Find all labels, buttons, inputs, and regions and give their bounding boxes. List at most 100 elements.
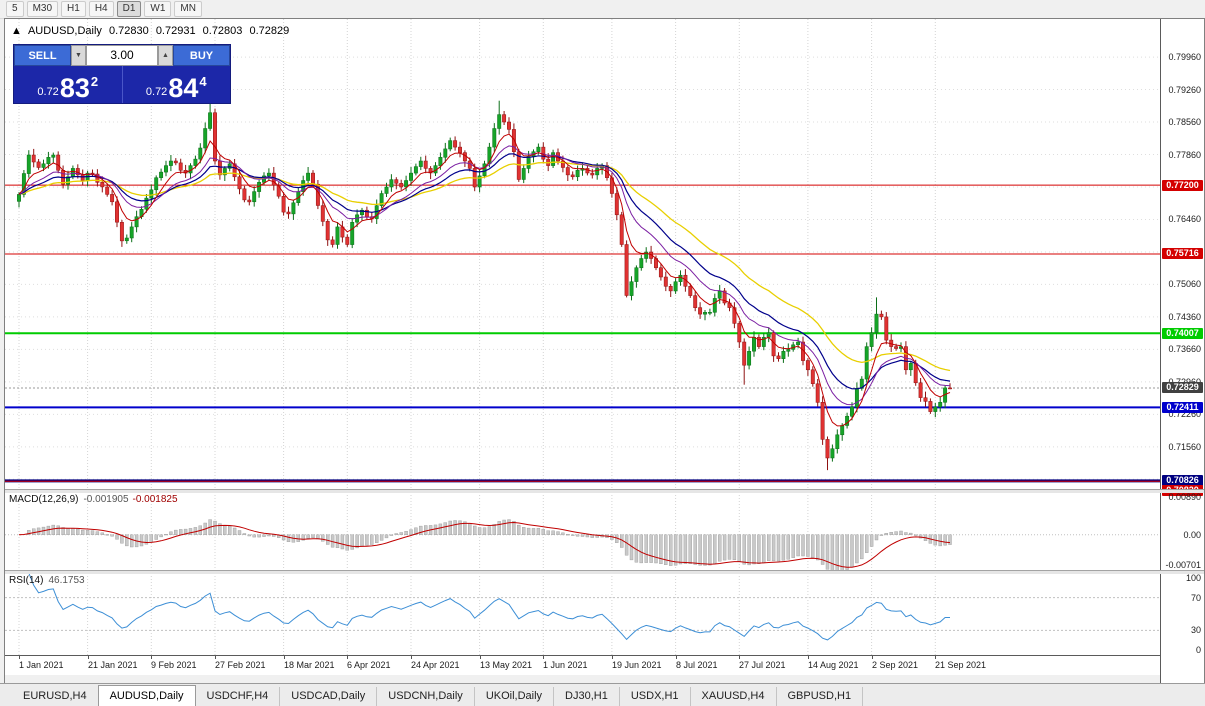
macd-indicator-label: MACD(12,26,9) -0.001905 -0.001825 xyxy=(9,494,178,505)
date-axis-label: 8 Jul 2021 xyxy=(676,660,718,670)
chart-tab-usdx[interactable]: USDX,H1 xyxy=(620,687,691,706)
rsi-pane[interactable]: RSI(14) 46.1753 xyxy=(5,573,1160,655)
bar-close-value: 0.72829 xyxy=(249,25,290,37)
ask-prefix: 0.72 xyxy=(145,86,168,98)
rsi-axis-label: 70 xyxy=(1190,593,1201,603)
date-axis-label: 1 Jun 2021 xyxy=(543,660,588,670)
time-axis-tick xyxy=(808,656,809,659)
one-click-trading-panel: SELL ▼ 3.00 ▲ BUY 0.72 83 2 0.72 84 4 xyxy=(13,44,231,104)
volume-increase-button[interactable]: ▲ xyxy=(158,45,173,66)
price-badge: 0.77200 xyxy=(1162,180,1203,191)
period-button-d1[interactable]: D1 xyxy=(116,1,142,17)
chart-tab-gbpusd[interactable]: GBPUSD,H1 xyxy=(777,687,864,706)
price-axis-label: 0.79960 xyxy=(1168,52,1201,62)
period-button-h1[interactable]: H1 xyxy=(61,1,86,17)
main-chart-pane[interactable] xyxy=(5,19,1160,489)
macd-pane[interactable]: MACD(12,26,9) -0.001905 -0.001825 xyxy=(5,492,1160,570)
bar-high-value: 0.72931 xyxy=(155,25,196,37)
time-axis-tick xyxy=(88,656,89,659)
period-button-mn[interactable]: MN xyxy=(174,1,202,17)
bid-superscript: 2 xyxy=(90,74,99,89)
sell-button[interactable]: SELL xyxy=(14,45,71,66)
date-axis-label: 1 Jan 2021 xyxy=(19,660,64,670)
scroll-strip xyxy=(5,674,1204,683)
rsi-value: 46.1753 xyxy=(48,575,85,586)
bar-open-value: 0.72830 xyxy=(108,25,149,37)
ask-quote: 0.72 84 4 xyxy=(123,66,231,103)
price-axis-label: 0.71560 xyxy=(1168,442,1201,452)
time-axis-tick xyxy=(480,656,481,659)
timeframe-toolbar: 5 M30 H1 H4 D1 W1 MN xyxy=(0,0,1205,19)
time-axis[interactable]: 1 Jan 2021 21 Jan 2021 9 Feb 2021 27 Feb 20… xyxy=(5,655,1160,675)
price-axis-label: 0.76460 xyxy=(1168,214,1201,224)
chart-tab-usdchf[interactable]: USDCHF,H4 xyxy=(196,687,281,706)
candlestick-chart xyxy=(5,19,1160,489)
chart-tab-dj30[interactable]: DJ30,H1 xyxy=(554,687,620,706)
price-axis-label: 0.72260 xyxy=(1168,409,1201,419)
period-button-w1[interactable]: W1 xyxy=(144,1,172,17)
price-axis[interactable]: 0.79960 0.79260 0.78560 0.77860 0.76460 0.750… xyxy=(1160,19,1204,683)
date-axis-label: 13 May 2021 xyxy=(480,660,533,670)
time-axis-tick xyxy=(872,656,873,659)
buy-button[interactable]: BUY xyxy=(173,45,230,66)
time-axis-tick xyxy=(411,656,412,659)
date-axis-label: 27 Jul 2021 xyxy=(739,660,786,670)
price-badge: 0.72829 xyxy=(1162,382,1203,393)
chart-tab-xauusd[interactable]: XAUUSD,H4 xyxy=(691,687,777,706)
chart-symbol-label: AUDUSD,Daily xyxy=(27,25,102,37)
rsi-axis-label: 100 xyxy=(1185,573,1201,583)
time-axis-tick xyxy=(676,656,677,659)
price-badge: 0.72411 xyxy=(1162,402,1203,413)
volume-decrease-button[interactable]: ▼ xyxy=(71,45,86,66)
time-axis-tick xyxy=(543,656,544,659)
bid-quote: 0.72 83 2 xyxy=(14,66,122,103)
date-axis-label: 18 Mar 2021 xyxy=(284,660,335,670)
date-axis-label: 2 Sep 2021 xyxy=(872,660,919,670)
macd-axis-label: -0.00701 xyxy=(1165,560,1201,570)
bid-prefix: 0.72 xyxy=(37,86,59,98)
chart-tab-usdcnh[interactable]: USDCNH,Daily xyxy=(377,687,475,706)
pane-splitter[interactable] xyxy=(5,570,1204,574)
date-axis-label: 21 Sep 2021 xyxy=(935,660,987,670)
pane-splitter[interactable] xyxy=(5,489,1204,493)
chart-tab-ukoil[interactable]: UKOil,Daily xyxy=(475,687,555,706)
period-button-m30[interactable]: M30 xyxy=(26,1,59,17)
macd-chart xyxy=(5,492,1160,570)
date-axis-label: 19 Jun 2021 xyxy=(612,660,662,670)
time-axis-tick xyxy=(215,656,216,659)
date-axis-label: 21 Jan 2021 xyxy=(88,660,138,670)
date-axis-label: 14 Aug 2021 xyxy=(808,660,859,670)
rsi-indicator-label: RSI(14) 46.1753 xyxy=(9,575,85,586)
macd-axis-label: 0.00 xyxy=(1183,530,1201,540)
time-axis-tick xyxy=(612,656,613,659)
rsi-axis-label: 30 xyxy=(1190,625,1201,635)
price-axis-label: 0.73660 xyxy=(1168,344,1201,354)
macd-value-2: -0.001825 xyxy=(132,494,178,505)
chart-tab-audusd[interactable]: AUDUSD,Daily xyxy=(97,685,196,706)
rsi-chart xyxy=(5,573,1160,655)
chart-tab-eurusd[interactable]: EURUSD,H4 xyxy=(12,687,99,706)
price-badge: 0.74007 xyxy=(1162,328,1203,339)
time-axis-tick xyxy=(739,656,740,659)
time-axis-tick xyxy=(935,656,936,659)
period-button-h4[interactable]: H4 xyxy=(88,1,114,17)
macd-value-1: -0.001905 xyxy=(83,494,129,505)
time-axis-tick xyxy=(284,656,285,659)
price-axis-label: 0.77860 xyxy=(1168,150,1201,160)
period-button-5[interactable]: 5 xyxy=(6,1,24,17)
date-axis-label: 6 Apr 2021 xyxy=(347,660,391,670)
ask-superscript: 4 xyxy=(199,74,207,89)
price-badge: 0.70826 xyxy=(1162,475,1203,486)
date-axis-label: 27 Feb 2021 xyxy=(215,660,266,670)
bid-big-digits: 83 xyxy=(59,73,90,103)
price-axis-label: 0.79260 xyxy=(1168,85,1201,95)
time-axis-tick xyxy=(19,656,20,659)
time-axis-tick xyxy=(347,656,348,659)
price-axis-label: 0.78560 xyxy=(1168,117,1201,127)
price-badge: 0.75716 xyxy=(1162,248,1203,259)
chart-tab-usdcad[interactable]: USDCAD,Daily xyxy=(280,687,378,706)
bar-low-value: 0.72803 xyxy=(202,25,243,37)
volume-input[interactable]: 3.00 xyxy=(86,45,158,66)
one-click-panel-toggle-icon[interactable]: ▲ xyxy=(11,25,22,37)
price-axis-label: 0.74360 xyxy=(1168,312,1201,322)
